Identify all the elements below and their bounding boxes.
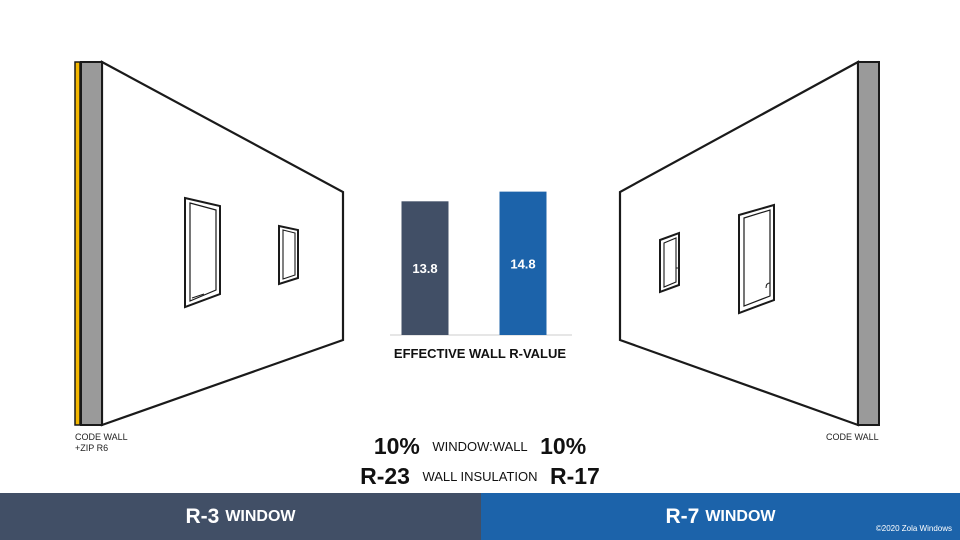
right-wall [618,60,880,427]
r3-band-lead: R-3 [185,504,220,528]
bar-r7-window [499,191,547,335]
left-wall-caption: CODE WALL +ZIP R6 [75,432,128,454]
insulation-left-value: R-23 [360,463,410,489]
right-window-large [738,203,775,315]
r3-band-tail: WINDOW [225,507,296,525]
ratio-left-value: 10% [373,433,420,459]
bar-r3-window [401,201,449,335]
r7-band-lead: R-7 [665,504,700,528]
bar-value-label: 13.8 [412,261,437,276]
right-wall-edge [857,61,880,426]
right-wall-caption: CODE WALL [826,432,879,442]
left-wall-edge [80,61,103,426]
left-wall-caption-line2: +ZIP R6 [75,443,109,453]
left-wall-caption-line1: CODE WALL [75,432,128,442]
left-wall-face [100,60,345,427]
ratio-right-value: 10% [540,433,587,459]
r7-window-band: R-7 WINDOW [481,493,960,540]
r3-window-band: R-3 WINDOW [0,493,481,540]
zip-sheathing-stripe [74,61,81,426]
r-value-bar-chart: EFFECTIVE WALL R-VALUE 13.8 14.8 [390,191,572,361]
copyright-notice: ©2020 Zola Windows [875,524,952,533]
insulation-right-value: R-17 [550,463,600,489]
chart-title: EFFECTIVE WALL R-VALUE [394,346,566,361]
bar-value-label: 14.8 [510,256,535,271]
left-window-small [278,224,299,286]
left-window-large [184,196,221,309]
r7-band-tail: WINDOW [705,507,776,525]
insulation-label: WALL INSULATION [422,469,538,484]
wall-insulation-row: R-23 WALL INSULATION R-17 [0,463,960,490]
left-wall [74,60,345,427]
window-wall-ratio-row: 10% WINDOW:WALL 10% [0,433,960,460]
right-window-small [659,231,680,294]
ratio-label: WINDOW:WALL [432,439,528,454]
